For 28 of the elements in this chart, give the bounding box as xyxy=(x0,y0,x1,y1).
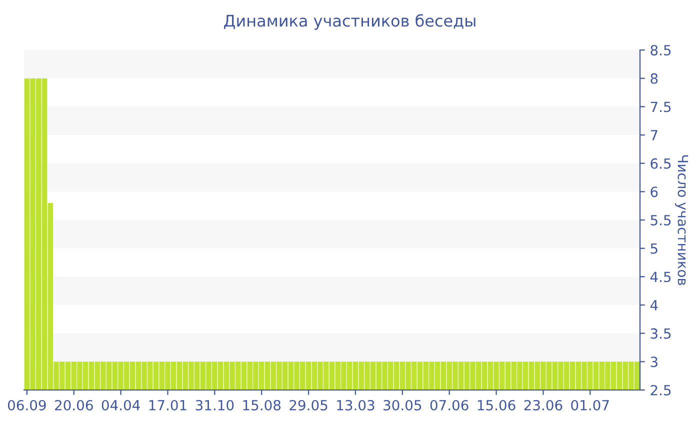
x-tick-label: 15.06 xyxy=(478,400,516,410)
y-tick-label: 8 xyxy=(650,73,658,84)
x-tick-label: 04.04 xyxy=(102,400,140,410)
x-tick-label: 29.05 xyxy=(290,400,328,410)
y-tick-label: 4 xyxy=(650,300,658,310)
y-axis-title: Число участников xyxy=(675,155,688,286)
x-tick-label: 17.01 xyxy=(149,400,186,410)
y-tick-label: 5.5 xyxy=(650,215,671,226)
y-tick-label: 5 xyxy=(650,243,658,254)
x-tick-label: 20.06 xyxy=(55,400,93,410)
y-tick-label: 7.5 xyxy=(650,102,671,112)
x-tick-label: 01.07 xyxy=(571,400,609,410)
y-tick-label: 8.5 xyxy=(650,44,671,56)
y-tick-label: 4.5 xyxy=(650,272,671,282)
x-tick-label: 15.08 xyxy=(243,400,281,410)
chart-title: Динамика участников беседы xyxy=(224,14,476,30)
x-tick-label: 07.06 xyxy=(430,400,468,410)
x-tick-label: 23.06 xyxy=(524,400,562,410)
x-tick-label: 13.03 xyxy=(337,400,374,410)
x-tick-label: 31.10 xyxy=(196,400,234,410)
y-tick-label: 3 xyxy=(650,356,658,368)
y-tick-label: 7 xyxy=(650,130,658,140)
x-tick-label: 06.09 xyxy=(8,400,46,410)
y-tick-label: 2.5 xyxy=(650,384,671,396)
x-tick-label: 30.05 xyxy=(384,400,422,410)
y-tick-label: 6 xyxy=(650,186,658,198)
y-tick-label: 6.5 xyxy=(650,158,671,169)
y-tick-label: 3.5 xyxy=(650,328,671,339)
